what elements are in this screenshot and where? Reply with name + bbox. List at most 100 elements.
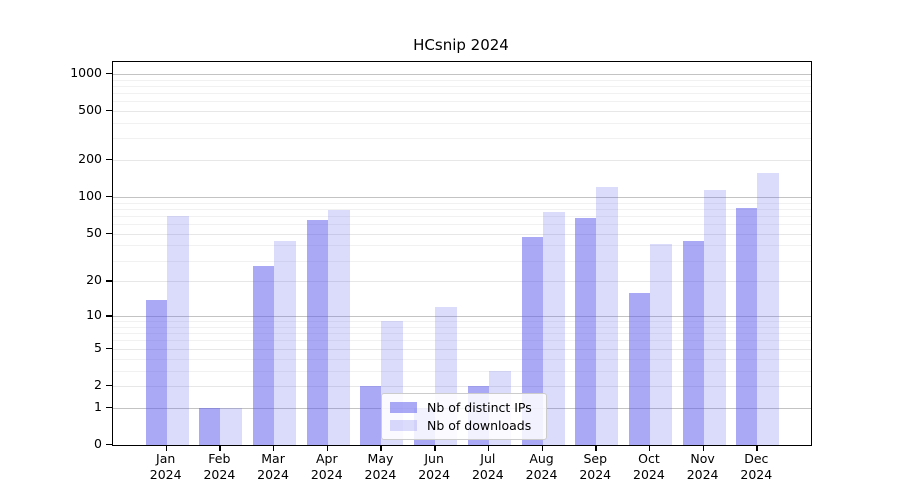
legend: Nb of distinct IPs Nb of downloads <box>381 393 547 440</box>
x-tick-mark <box>595 445 597 451</box>
x-tick-label-jul: Jul 2024 <box>471 451 504 482</box>
x-tick-mark <box>165 445 168 451</box>
x-tick-label-may: May 2024 <box>364 451 397 482</box>
x-tick-label-feb: Feb 2024 <box>203 451 236 482</box>
x-tick-label-jun: Jun 2024 <box>418 451 451 482</box>
legend-item-downloads: Nb of downloads <box>390 417 538 434</box>
gridline-major <box>113 197 811 199</box>
gridline-major <box>113 160 811 162</box>
legend-swatch-distinct-ips <box>390 402 417 413</box>
y-tick-mark <box>106 444 112 446</box>
bar-downloads-sep <box>596 187 619 445</box>
legend-label-downloads: Nb of downloads <box>427 418 532 433</box>
y-tick-label: 0 <box>94 436 102 451</box>
x-tick-mark <box>541 445 543 451</box>
x-tick-mark <box>434 445 436 451</box>
y-tick-label: 1000 <box>70 64 102 80</box>
gridline-minor <box>113 260 811 262</box>
bar-distinct-ips-jan <box>145 299 167 445</box>
y-tick-mark <box>106 72 112 75</box>
legend-item-distinct-ips: Nb of distinct IPs <box>390 399 538 416</box>
gridline-major <box>113 385 811 387</box>
gridline-minor <box>113 122 811 124</box>
bar-downloads-nov <box>703 189 726 445</box>
gridline-major <box>113 111 811 113</box>
y-tick-mark <box>106 347 112 350</box>
gridline-major <box>113 233 811 235</box>
y-tick-label: 1 <box>94 398 102 414</box>
bar-downloads-feb <box>220 407 243 445</box>
x-tick-label-apr: Apr 2024 <box>310 451 343 482</box>
gridline-major <box>113 73 811 75</box>
gridline-minor <box>113 326 811 328</box>
gridline-minor <box>113 340 811 342</box>
legend-label-distinct-ips: Nb of distinct IPs <box>427 400 532 415</box>
gridline-minor <box>113 245 811 247</box>
y-tick-label: 10 <box>86 307 102 323</box>
plot-area <box>112 61 812 446</box>
y-tick-mark <box>106 110 112 112</box>
gridline-minor <box>113 208 811 210</box>
gridline-major <box>113 281 811 283</box>
y-tick-label: 50 <box>86 224 102 240</box>
x-tick-mark <box>702 445 704 451</box>
bar-distinct-ips-mar <box>253 266 275 445</box>
gridline-major <box>113 348 811 350</box>
gridline-minor <box>113 85 811 87</box>
bar-downloads-dec <box>757 172 780 445</box>
x-tick-mark <box>273 445 275 451</box>
y-tick-mark <box>106 232 112 235</box>
bar-distinct-ips-apr <box>306 219 328 445</box>
gridline-minor <box>113 358 811 360</box>
gridline-minor <box>113 321 811 323</box>
x-tick-label-mar: Mar 2024 <box>257 451 289 482</box>
gridline-minor <box>113 138 811 140</box>
x-tick-label-dec: Dec 2024 <box>740 451 773 482</box>
bar-distinct-ips-nov <box>682 240 704 445</box>
legend-swatch-downloads <box>390 420 417 431</box>
bar-downloads-mar <box>274 240 297 445</box>
gridline-major <box>113 316 811 318</box>
y-tick-label: 100 <box>78 188 102 204</box>
gridline-minor <box>113 202 811 204</box>
y-tick-label: 5 <box>94 339 102 355</box>
x-tick-label-jan: Jan 2024 <box>149 451 182 482</box>
y-tick-mark <box>106 315 112 317</box>
chart-title: HCsnip 2024 <box>413 36 509 54</box>
bar-distinct-ips-dec <box>736 208 758 445</box>
bar-downloads-aug <box>542 212 565 445</box>
bar-downloads-jan <box>166 216 189 445</box>
y-tick-mark <box>106 159 112 161</box>
y-tick-label: 500 <box>78 102 102 118</box>
gridline-minor <box>113 79 811 81</box>
bar-distinct-ips-sep <box>575 218 597 445</box>
x-tick-label-aug: Aug 2024 <box>525 451 558 482</box>
x-tick-mark <box>380 445 382 451</box>
gridline-minor <box>113 215 811 217</box>
y-tick-label: 200 <box>78 151 102 167</box>
bar-downloads-apr <box>327 210 350 445</box>
x-tick-mark <box>756 445 758 451</box>
bar-distinct-ips-oct <box>628 292 650 445</box>
x-tick-label-sep: Sep 2024 <box>579 451 612 482</box>
x-tick-mark <box>648 445 651 451</box>
x-tick-label-oct: Oct 2024 <box>633 451 665 482</box>
x-tick-mark <box>219 445 221 451</box>
gridline-minor <box>113 333 811 335</box>
x-tick-label-nov: Nov 2024 <box>686 451 719 482</box>
y-tick-mark <box>106 406 112 409</box>
y-tick-label: 20 <box>86 272 102 288</box>
bar-distinct-ips-may <box>360 385 382 445</box>
y-tick-mark <box>106 196 112 198</box>
y-tick-mark <box>106 384 112 387</box>
bar-distinct-ips-feb <box>199 407 221 445</box>
x-tick-mark <box>487 445 490 451</box>
y-tick-label: 2 <box>94 376 102 392</box>
gridline-minor <box>113 370 811 372</box>
x-tick-mark <box>326 445 329 451</box>
gridline-minor <box>113 224 811 226</box>
bar-downloads-oct <box>649 244 672 445</box>
gridline-minor <box>113 92 811 94</box>
gridline-minor <box>113 101 811 103</box>
